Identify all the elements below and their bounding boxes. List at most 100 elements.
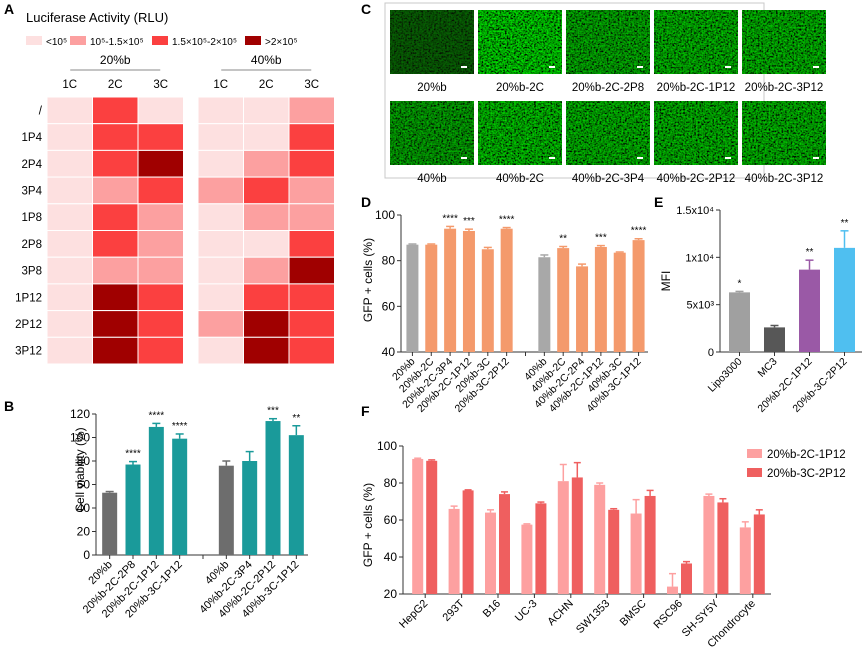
micrograph-label: 40%b-2C: [496, 173, 544, 185]
bar: [125, 464, 141, 555]
row-label: 2P4: [22, 159, 43, 171]
significance-label: ****: [125, 449, 141, 460]
heatmap-cell: [197, 203, 244, 232]
heatmap-cell: [243, 336, 290, 365]
significance-label: ****: [172, 421, 188, 432]
bar: [499, 494, 510, 594]
micrograph-label: 40%b-2C-2P12: [657, 173, 736, 185]
x-tick-label: ACHN: [545, 598, 576, 629]
bar: [485, 512, 496, 594]
bar: [834, 247, 855, 352]
bar: [594, 246, 607, 352]
y-tick-label: 20: [384, 587, 398, 601]
heatmap-cell: [137, 310, 184, 338]
heatmap-legend: <10⁵ 10⁵-1.5×10⁵ 1.5×10⁵-2×10⁵ >2×10⁵: [26, 36, 298, 48]
panel-label-d: D: [361, 194, 371, 210]
legend-label: <10⁵: [46, 37, 67, 48]
scale-bar: [461, 66, 467, 68]
heatmap-cell: [197, 283, 244, 312]
scale-bar: [461, 157, 467, 159]
micrograph-image: [478, 101, 562, 165]
heatmap-cell: [243, 96, 290, 125]
y-tick-label: 20: [77, 525, 91, 539]
bar: [613, 252, 626, 352]
heatmap-cell: [288, 336, 335, 365]
heatmap-cell: [92, 149, 139, 178]
group-label: 40%b: [251, 53, 282, 67]
heatmap-cell: [137, 96, 184, 125]
heatmap-cell: [197, 96, 244, 125]
y-tick-label: 0: [708, 347, 714, 359]
y-tick-label: 60: [77, 478, 91, 492]
legend-swatch: [245, 36, 261, 45]
group-label: 20%b: [100, 53, 131, 67]
bar: [703, 495, 715, 594]
column-label: 3C: [153, 79, 168, 91]
bar: [753, 514, 765, 594]
heatmap-cell: [197, 230, 244, 258]
bar: [172, 438, 188, 555]
row-label: /: [39, 105, 43, 117]
heatmap-cell: [92, 256, 139, 285]
micrograph-image: [390, 101, 474, 165]
micrograph-label: 40%b: [417, 173, 446, 185]
legend-swatch: [152, 36, 168, 45]
heatmap-cell: [243, 123, 290, 151]
bar: [644, 495, 656, 594]
f-legend-swatch-2: [747, 468, 762, 477]
bar: [667, 586, 678, 594]
f-legend-label-1: 20%b-2C-1P12: [767, 449, 846, 461]
cell-viability-chart: Cell viability (%) 02040608010012020%b20…: [70, 406, 308, 620]
heatmap-cell: [288, 230, 335, 258]
heatmap-cell: [197, 149, 244, 178]
scale-bar: [725, 157, 731, 159]
column-label: 2C: [259, 79, 274, 91]
y-tick-label: 100: [375, 208, 395, 222]
column-label: 2C: [108, 79, 123, 91]
heatmap-cell: [243, 230, 290, 258]
scale-bar: [549, 66, 555, 68]
bar: [594, 484, 606, 594]
bar: [538, 257, 551, 352]
heatmap-cell: [137, 203, 184, 232]
heatmap-cell: [288, 176, 335, 205]
row-label: 1P4: [22, 132, 43, 144]
f-legend-label-2: 20%b-3C-2P12: [767, 468, 846, 480]
bar: [681, 563, 692, 594]
bar: [406, 244, 419, 352]
e-ylabel: MFI: [659, 271, 673, 292]
heatmap-cell: [197, 310, 244, 338]
micrograph-image: [478, 10, 562, 74]
micrograph-image: [390, 10, 474, 74]
bar: [288, 435, 304, 555]
heatmap-cell: [197, 336, 244, 365]
y-tick-label: 80: [382, 254, 396, 268]
panel-label-f: F: [361, 403, 370, 419]
significance-label: **: [559, 234, 567, 245]
heatmap-cell: [243, 203, 290, 232]
bar: [481, 249, 494, 352]
legend-swatch: [70, 36, 86, 45]
heatmap-cell: [197, 176, 244, 205]
heatmap-cell: [46, 336, 93, 365]
heatmap-cell: [46, 310, 93, 338]
heatmap-cell: [288, 96, 335, 125]
heatmap-cell: [92, 283, 139, 312]
heatmap-panel: Luciferase Activity (RLU) <10⁵ 10⁵-1.5×10…: [15, 10, 335, 365]
heatmap-cell: [288, 149, 335, 178]
row-label: 2P12: [15, 319, 42, 331]
bar: [535, 503, 547, 594]
bar: [265, 421, 281, 555]
cell-lines-chart: GFP + cells (%) 20%b-2C-1P12 20%b-3C-2P1…: [361, 439, 846, 650]
heatmap-cell: [288, 123, 335, 151]
bar: [412, 458, 424, 594]
column-label: 1C: [62, 79, 77, 91]
heatmap-title: Luciferase Activity (RLU): [26, 10, 168, 25]
bar: [425, 244, 438, 352]
panel-label-b: B: [4, 398, 14, 414]
significance-label: ***: [267, 406, 279, 417]
bar: [608, 509, 620, 594]
bar: [426, 460, 438, 594]
b-ylabel: Cell viability (%): [73, 427, 87, 512]
x-tick-label: BMSC: [618, 598, 649, 629]
